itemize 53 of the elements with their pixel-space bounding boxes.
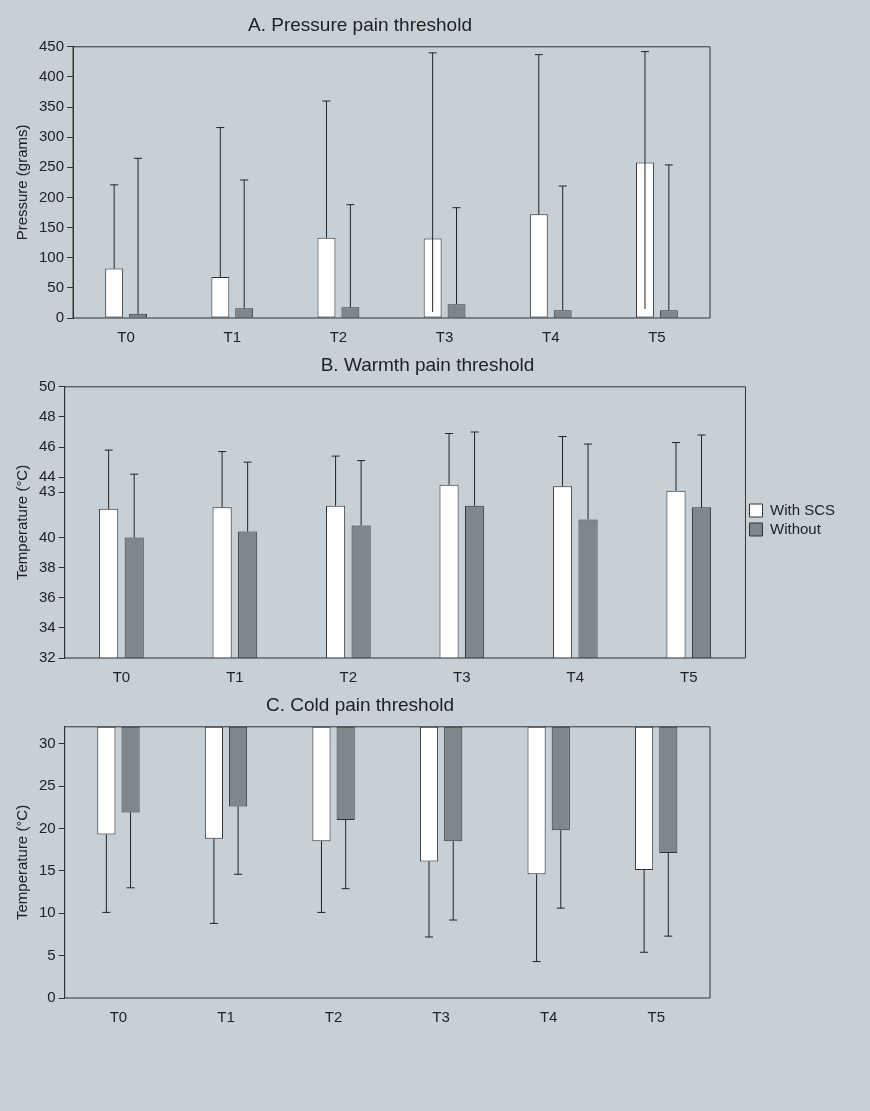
y-tick-label: 350 xyxy=(39,97,65,115)
x-tick-label: T1 xyxy=(226,668,244,686)
x-tick-label: T5 xyxy=(647,1008,665,1026)
y-tick-label: 15 xyxy=(39,861,56,879)
y-tick-label: 400 xyxy=(39,67,65,85)
x-tick-label: T0 xyxy=(117,328,135,346)
x-tick-label: T4 xyxy=(539,1008,558,1026)
x-tick-label: T4 xyxy=(542,328,560,346)
legend-label: With SCS xyxy=(769,500,836,518)
x-tick-label: T1 xyxy=(223,328,242,346)
y-tick-label: 0 xyxy=(47,988,56,1006)
y-tick-label: 450 xyxy=(39,36,65,54)
x-tick-label: T0 xyxy=(109,1008,128,1026)
chart-title: A. Pressure pain threshold xyxy=(248,13,472,35)
y-axis-title: Temperature (°C) xyxy=(13,464,31,580)
y-tick-label: 32 xyxy=(39,648,56,666)
y-tick-label: 200 xyxy=(39,187,65,205)
y-tick-label: 5 xyxy=(47,945,56,963)
y-tick-label: 30 xyxy=(39,733,56,751)
chart-title: C. Cold pain threshold xyxy=(266,693,454,715)
chart-title: B. Warmth pain threshold xyxy=(320,353,535,375)
y-tick-label: 10 xyxy=(39,903,56,921)
y-tick-label: 34 xyxy=(39,618,56,636)
x-tick-label: T3 xyxy=(435,328,454,346)
x-tick-label: T3 xyxy=(453,668,471,686)
y-tick-label: 100 xyxy=(39,247,65,265)
y-tick-label: 43 xyxy=(39,482,56,500)
y-axis-title: Temperature (°C) xyxy=(13,804,31,920)
y-tick-label: 40 xyxy=(39,527,56,545)
y-tick-label: 250 xyxy=(39,157,65,175)
x-tick-label: T2 xyxy=(324,1008,343,1026)
y-tick-label: 46 xyxy=(39,437,56,455)
y-tick-label: 25 xyxy=(39,776,56,794)
y-tick-label: 50 xyxy=(47,278,65,296)
y-tick-label: 300 xyxy=(39,127,65,145)
y-tick-label: 20 xyxy=(39,818,56,836)
y-tick-label: 38 xyxy=(39,557,56,575)
y-axis-title: Pressure (grams) xyxy=(13,124,31,241)
x-tick-label: T3 xyxy=(432,1008,450,1026)
y-tick-label: 36 xyxy=(39,587,56,605)
y-tick-label: 150 xyxy=(39,217,65,235)
x-tick-label: T0 xyxy=(112,668,131,686)
x-tick-label: T5 xyxy=(680,668,698,686)
y-tick-label: 50 xyxy=(39,376,56,394)
x-tick-label: T2 xyxy=(329,328,348,346)
y-tick-label: 0 xyxy=(55,308,65,326)
y-tick-label: 48 xyxy=(39,407,56,425)
x-tick-label: T1 xyxy=(217,1008,235,1026)
y-tick-label: 44 xyxy=(39,467,56,485)
legend-label: Without xyxy=(769,519,822,537)
x-tick-label: T4 xyxy=(566,668,585,686)
x-tick-label: T5 xyxy=(648,328,666,346)
x-tick-label: T2 xyxy=(339,668,358,686)
